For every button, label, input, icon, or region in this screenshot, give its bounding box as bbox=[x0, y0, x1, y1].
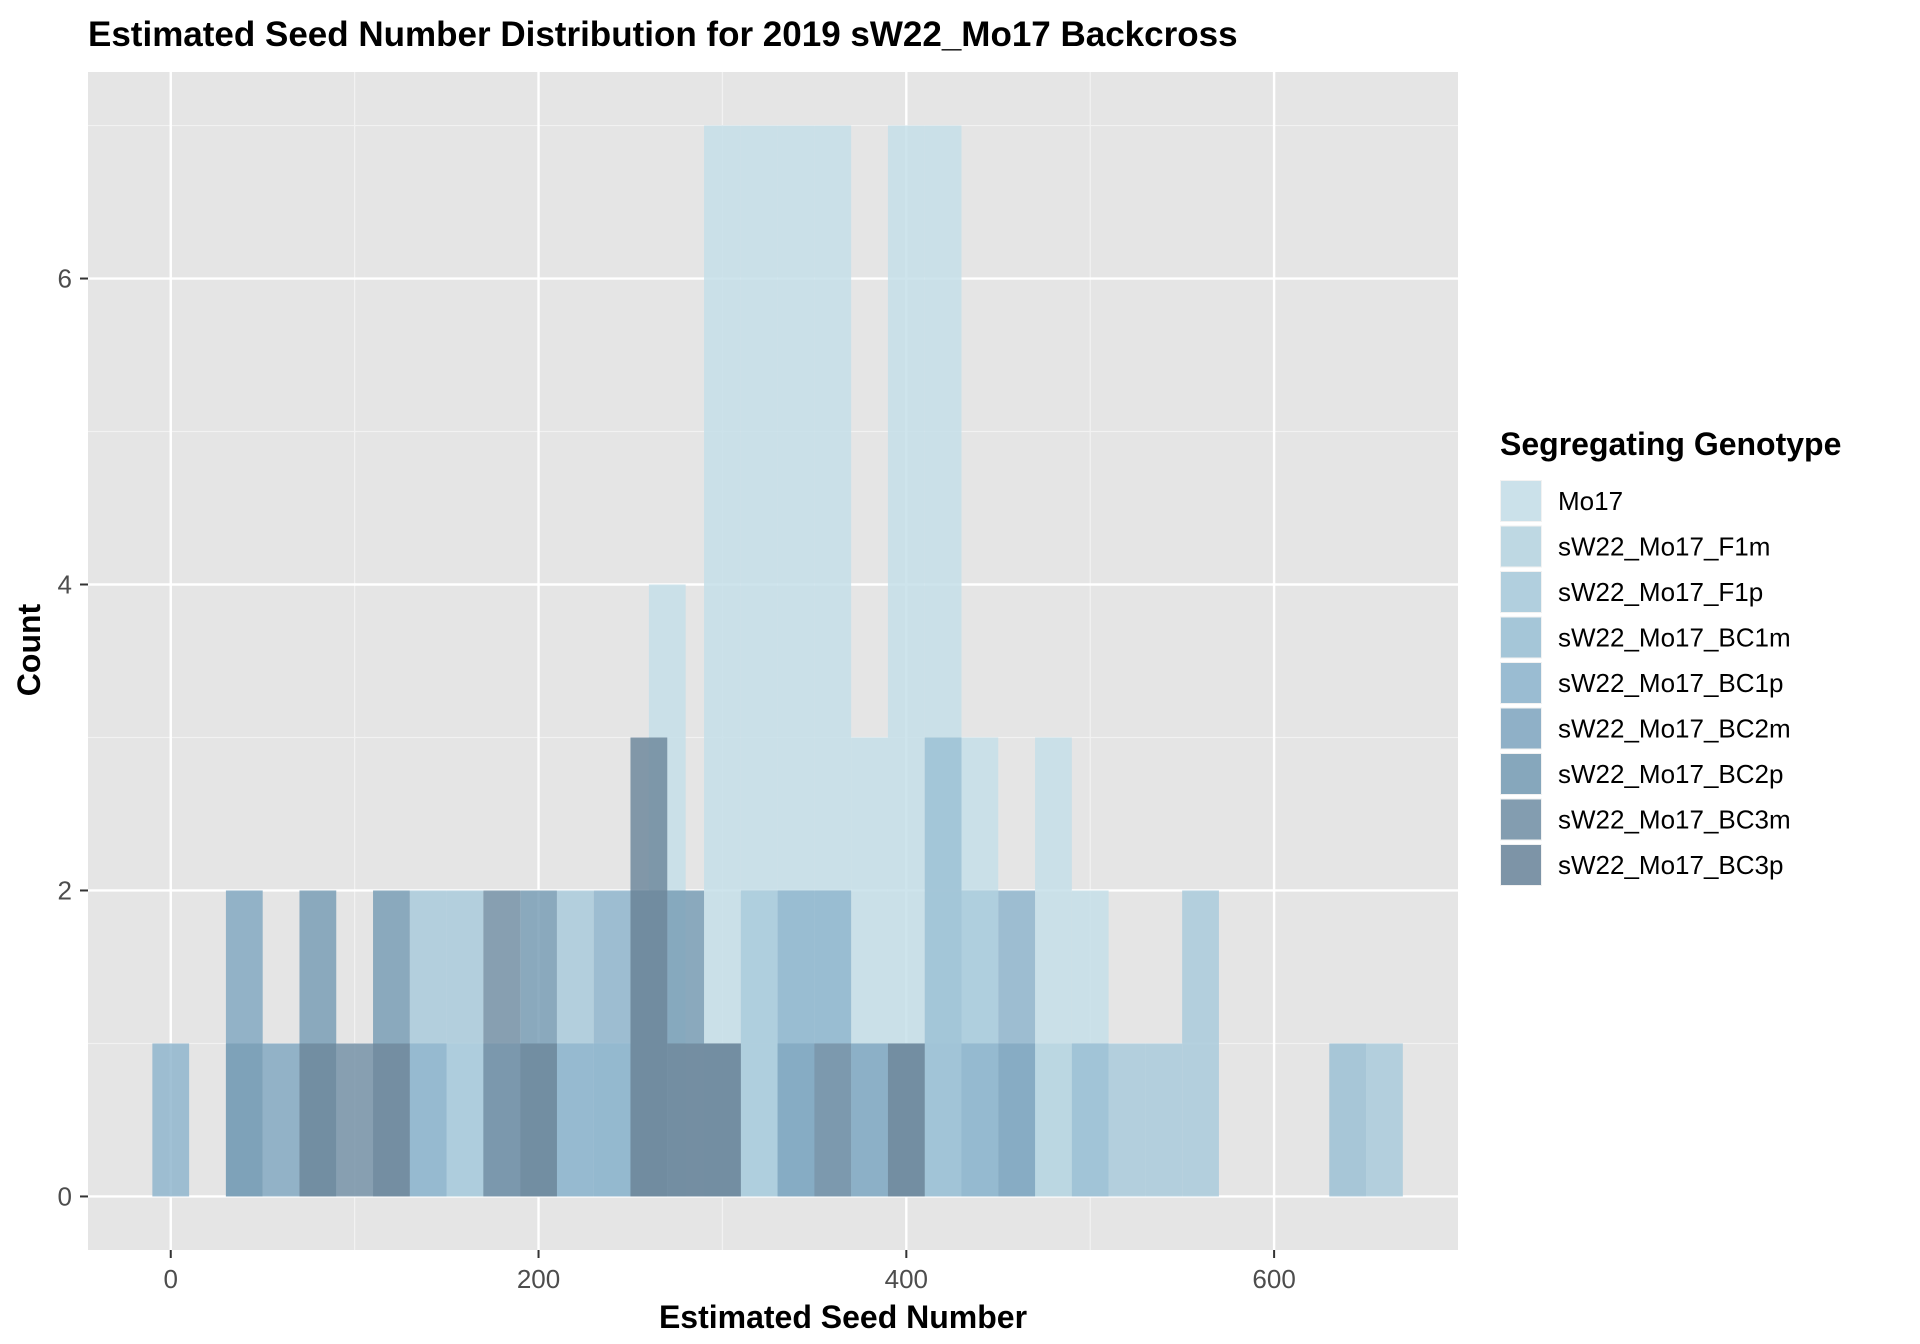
histogram-bar bbox=[1035, 1043, 1072, 1197]
histogram-bar bbox=[887, 125, 925, 1197]
legend-title: Segregating Genotype bbox=[1500, 426, 1841, 462]
y-tick-label: 0 bbox=[58, 1181, 72, 1211]
legend-swatch bbox=[1501, 708, 1541, 749]
histogram-bar bbox=[1182, 890, 1219, 1197]
y-tick-label: 4 bbox=[58, 570, 72, 600]
legend-label: sW22_Mo17_BC2m bbox=[1558, 714, 1791, 744]
legend-swatch bbox=[1501, 799, 1541, 840]
x-axis-title: Estimated Seed Number bbox=[659, 1299, 1027, 1335]
histogram-bar bbox=[336, 1043, 374, 1197]
legend-swatch bbox=[1501, 663, 1541, 703]
histogram-bar bbox=[667, 1043, 705, 1197]
legend-label: sW22_Mo17_BC3m bbox=[1558, 805, 1791, 835]
histogram-bar bbox=[446, 890, 484, 1197]
histogram-bar bbox=[1329, 1043, 1367, 1197]
legend-label: sW22_Mo17_BC3p bbox=[1558, 850, 1783, 880]
legend-label: sW22_Mo17_BC2p bbox=[1558, 759, 1783, 789]
legend-swatch bbox=[1501, 617, 1541, 658]
histogram-bars bbox=[152, 125, 1403, 1197]
histogram-bar bbox=[152, 1043, 190, 1197]
legend-label: sW22_Mo17_BC1m bbox=[1558, 623, 1791, 653]
histogram-bar bbox=[225, 1043, 263, 1197]
legend-swatch bbox=[1501, 572, 1541, 612]
y-tick-label: 2 bbox=[58, 875, 72, 905]
x-tick-label: 200 bbox=[517, 1264, 560, 1294]
legend-swatch bbox=[1501, 481, 1541, 521]
histogram-bar bbox=[409, 1043, 447, 1197]
histogram-bar bbox=[924, 737, 962, 1197]
histogram-bar bbox=[961, 1043, 999, 1197]
histogram-bar bbox=[814, 1043, 852, 1197]
legend: Segregating Genotype Mo17 sW22_Mo17_F1m sW… bbox=[1500, 426, 1841, 886]
x-tick-label: 400 bbox=[885, 1264, 928, 1294]
legend-label: sW22_Mo17_F1p bbox=[1558, 577, 1763, 607]
y-tick-label: 6 bbox=[58, 264, 72, 294]
legend-label: sW22_Mo17_BC1p bbox=[1558, 668, 1783, 698]
x-tick-label: 0 bbox=[164, 1264, 178, 1294]
x-axis: 0 200 400 600 bbox=[164, 1250, 1296, 1294]
histogram-bar bbox=[740, 890, 778, 1197]
legend-label: Mo17 bbox=[1558, 486, 1623, 516]
legend-label: sW22_Mo17_F1m bbox=[1558, 532, 1770, 562]
y-axis-title: Count bbox=[11, 603, 47, 696]
histogram-bar bbox=[1145, 1043, 1183, 1197]
histogram-bar bbox=[299, 1043, 337, 1197]
histogram-bar bbox=[1108, 1043, 1146, 1197]
histogram-bar bbox=[704, 125, 741, 1197]
legend-swatch bbox=[1501, 845, 1541, 885]
histogram-bar bbox=[373, 1043, 410, 1197]
histogram-bar bbox=[556, 1043, 594, 1197]
legend-swatch bbox=[1501, 754, 1541, 794]
y-axis: 0 2 4 6 bbox=[58, 264, 88, 1211]
x-tick-label: 600 bbox=[1252, 1264, 1295, 1294]
histogram-bar bbox=[630, 737, 668, 1197]
legend-swatch bbox=[1501, 526, 1541, 567]
histogram-bar bbox=[1071, 1043, 1109, 1197]
histogram-bar bbox=[1366, 1043, 1403, 1197]
histogram-bar bbox=[262, 1043, 300, 1197]
histogram-bar bbox=[887, 1043, 925, 1197]
histogram-bar bbox=[483, 890, 521, 1197]
histogram-bar bbox=[777, 1043, 815, 1197]
histogram-bar bbox=[704, 1043, 741, 1197]
histogram-bar bbox=[520, 1043, 557, 1197]
histogram-bar bbox=[998, 1043, 1036, 1197]
histogram-bar bbox=[851, 1043, 888, 1197]
histogram-bar bbox=[593, 890, 631, 1197]
chart-title: Estimated Seed Number Distribution for 2… bbox=[88, 15, 1238, 54]
